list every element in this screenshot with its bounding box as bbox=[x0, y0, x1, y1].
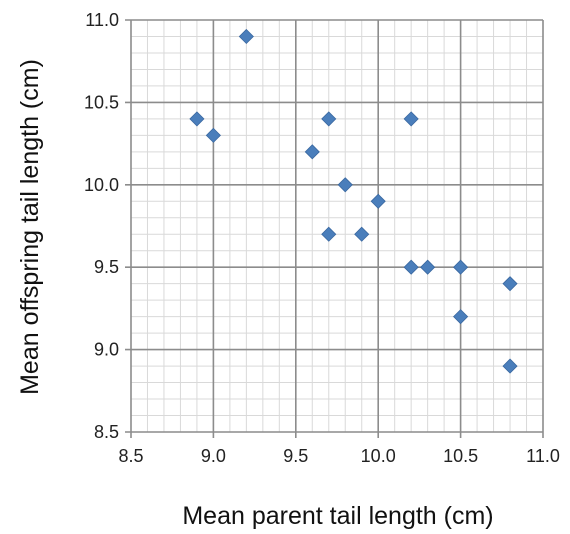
major-grid bbox=[125, 19, 544, 438]
data-point bbox=[189, 111, 205, 127]
data-point bbox=[502, 276, 518, 292]
x-axis-ticks: 8.5 9.0 9.5 10.0 10.5 11.0 bbox=[118, 446, 559, 466]
x-axis-title: Mean parent tail length (cm) bbox=[182, 502, 493, 530]
data-point bbox=[321, 111, 337, 127]
data-point bbox=[337, 177, 353, 193]
x-tick-label: 10.0 bbox=[361, 446, 396, 466]
y-axis-title: Mean offspring tail length (cm) bbox=[16, 59, 44, 395]
y-tick-label: 9.0 bbox=[94, 340, 119, 360]
data-point bbox=[403, 259, 419, 275]
x-tick-label: 9.0 bbox=[201, 446, 226, 466]
x-tick-label: 11.0 bbox=[526, 446, 560, 466]
minor-grid bbox=[130, 19, 544, 433]
y-tick-label: 9.5 bbox=[94, 257, 119, 277]
y-tick-label: 10.0 bbox=[84, 175, 119, 195]
data-point bbox=[304, 144, 320, 160]
x-tick-label: 9.5 bbox=[283, 446, 308, 466]
data-point bbox=[238, 28, 254, 45]
data-point bbox=[453, 309, 469, 325]
data-point bbox=[502, 358, 518, 374]
data-point bbox=[205, 127, 221, 143]
y-tick-label: 10.5 bbox=[84, 92, 119, 112]
y-tick-label: 11.0 bbox=[85, 10, 119, 30]
y-tick-label: 8.5 bbox=[94, 422, 119, 442]
data-point bbox=[420, 259, 436, 275]
x-tick-label: 8.5 bbox=[118, 446, 143, 466]
data-points bbox=[189, 28, 518, 374]
y-axis-ticks: 8.5 9.0 9.5 10.0 10.5 11.0 bbox=[84, 10, 119, 442]
data-point bbox=[321, 226, 337, 242]
data-point bbox=[354, 226, 370, 242]
data-point bbox=[370, 193, 386, 209]
data-point bbox=[453, 259, 469, 275]
x-tick-label: 10.5 bbox=[443, 446, 478, 466]
data-point bbox=[403, 111, 419, 127]
